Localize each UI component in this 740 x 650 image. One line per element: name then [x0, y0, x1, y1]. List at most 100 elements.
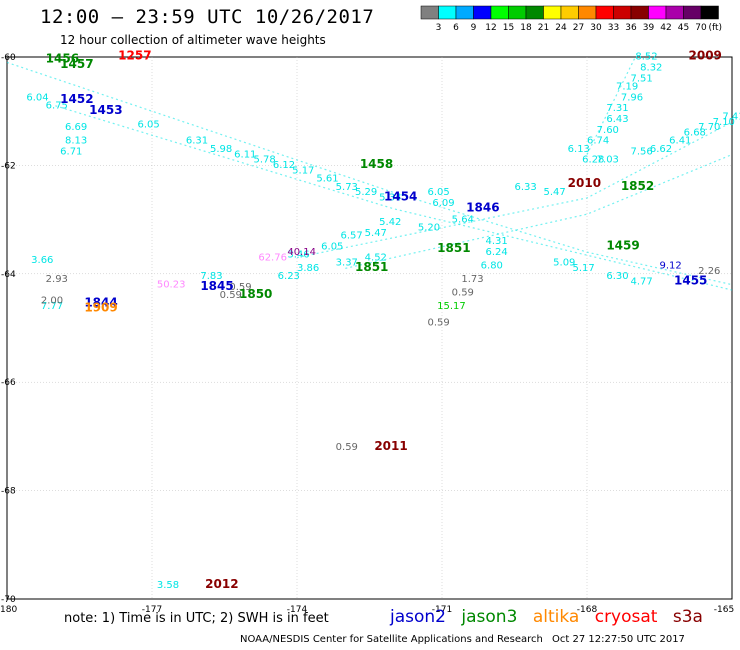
swh-value: 4.52 — [365, 252, 387, 263]
swh-value: 2.00 — [41, 296, 63, 307]
scale-tick-label: 12 — [485, 23, 496, 33]
lon-tick-label: -171 — [432, 605, 452, 615]
scale-swatch — [490, 5, 509, 20]
swh-value: 15.17 — [437, 301, 466, 312]
pass-time: 2012 — [205, 577, 238, 591]
swh-value: 62.76 — [258, 252, 287, 263]
scale-swatch — [525, 5, 544, 20]
lat-tick-label: -62 — [1, 161, 16, 171]
scale-tick-label: 30 — [590, 23, 602, 33]
swh-value: 3.58 — [157, 580, 179, 591]
scale-swatch — [578, 5, 597, 20]
swh-value: 1.73 — [461, 274, 483, 285]
pass-time: 2011 — [374, 439, 407, 453]
swh-value: 3.66 — [31, 255, 53, 266]
scale-swatch — [613, 5, 632, 20]
scale-tick-label: 70 — [695, 23, 707, 33]
scale-swatch — [560, 5, 579, 20]
scale-swatch — [665, 5, 684, 20]
color-scale: 3 6 9 12 15 18 21 24 27 30 33 36 39 42 45 70 (ft) — [420, 5, 722, 33]
swh-value: 6.62 — [650, 144, 672, 155]
lat-tick-label: -68 — [1, 487, 16, 497]
swh-value: 8.32 — [640, 63, 662, 74]
pass-time: 1846 — [466, 200, 499, 214]
swh-value: 5.09 — [553, 258, 575, 269]
swh-value: 5.78 — [254, 155, 276, 166]
swh-value: 6.13 — [568, 144, 590, 155]
swh-value: 6.12 — [273, 160, 295, 171]
lon-tick-label: -180 — [0, 605, 17, 615]
swh-value: 5.73 — [336, 182, 358, 193]
swh-value: 7.31 — [606, 103, 628, 114]
swh-value: 6.57 — [341, 231, 363, 242]
scale-swatch — [648, 5, 667, 20]
pass-time: 1457 — [60, 57, 93, 71]
scale-tick-label: 39 — [643, 23, 655, 33]
legend-s3a: s3a — [672, 607, 703, 627]
swh-value: 7.10 — [713, 117, 735, 128]
swh-value: 6.68 — [684, 128, 706, 139]
scale-tick-label: 24 — [555, 23, 567, 33]
swh-value: 5.47 — [544, 187, 566, 198]
scale-tick-label: 27 — [573, 23, 584, 33]
swh-value: 6.41 — [669, 136, 691, 147]
swh-value: 0.59 — [336, 442, 358, 453]
lon-tick-label: -177 — [142, 605, 162, 615]
swh-value: 6.24 — [486, 247, 508, 258]
swh-value: 50.23 — [157, 279, 186, 290]
satellite-legend: jason2 jason3 altika cryosat s3a — [390, 607, 713, 627]
map-frame — [6, 56, 733, 600]
swh-value: 5.64 — [452, 214, 474, 225]
swh-value: 5.98 — [210, 144, 232, 155]
swh-value: 0.59 — [452, 287, 474, 298]
swh-value: 6.80 — [481, 260, 503, 271]
scale-tick-label: 18 — [520, 23, 532, 33]
pass-time: 1453 — [89, 103, 122, 117]
pass-time: 1845 — [200, 279, 233, 293]
ground-track — [296, 121, 733, 259]
swh-value: 7.03 — [597, 155, 619, 166]
swh-value: 8.13 — [65, 136, 87, 147]
swh-value: 6.30 — [606, 271, 628, 282]
swh-value: 0.59 — [229, 282, 251, 293]
swh-value: 5.34 — [379, 193, 401, 204]
credit-line: NOAA/NESDIS Center for Satellite Applica… — [240, 634, 543, 645]
ground-track — [55, 105, 733, 291]
lat-tick-label: -70 — [1, 595, 16, 605]
map-subtitle: 12 hour collection of altimeter wave hei… — [60, 33, 326, 47]
lon-tick-label: -165 — [714, 605, 734, 615]
swh-value: 6.71 — [60, 147, 82, 158]
swh-value: 6.28 — [582, 155, 604, 166]
swh-value: 7.51 — [631, 73, 653, 84]
footer-note: note: 1) Time is in UTC; 2) SWH is in fe… — [64, 611, 329, 626]
pass-time: 1454 — [384, 190, 417, 204]
scale-tick-label: 21 — [538, 23, 549, 33]
pass-time: 1852 — [621, 179, 654, 193]
swh-value: 5.29 — [355, 187, 377, 198]
swh-value: 6.09 — [432, 198, 454, 209]
swh-value: 6.04 — [26, 92, 48, 103]
swh-value: 6.05 — [138, 119, 160, 130]
swh-value: 7.41 — [722, 111, 740, 122]
scale-tick-label: 33 — [608, 23, 619, 33]
lat-tick-label: -66 — [1, 378, 16, 388]
swh-value: 4.77 — [631, 277, 653, 288]
pass-time: 2010 — [568, 176, 601, 190]
scale-swatch — [473, 5, 492, 20]
swh-value: 5.17 — [292, 166, 314, 177]
scale-swatch — [438, 5, 457, 20]
swh-value: 5.42 — [379, 217, 401, 228]
swh-value: 6.33 — [515, 182, 537, 193]
pass-time: 2009 — [689, 49, 722, 63]
lat-tick-label: -64 — [1, 270, 16, 280]
swh-value: 3.46 — [287, 250, 309, 261]
lon-tick-label: -168 — [577, 605, 598, 615]
pass-time: 1459 — [606, 238, 639, 252]
scale-swatch — [420, 5, 439, 20]
swh-value: 9.12 — [660, 260, 682, 271]
pass-time: 1257 — [118, 49, 151, 63]
swh-value: 0.59 — [428, 317, 450, 328]
swh-value: 7.77 — [41, 301, 63, 312]
